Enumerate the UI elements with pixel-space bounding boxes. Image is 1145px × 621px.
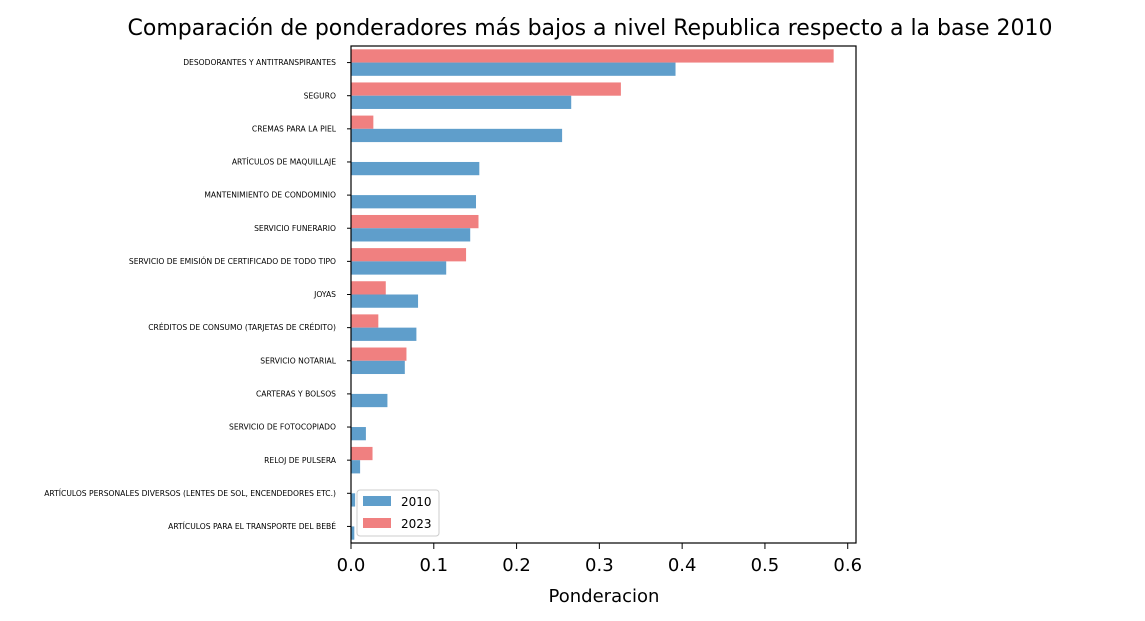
y-tick-label: ARTÍCULOS PERSONALES DIVERSOS (LENTES DE… [44,489,336,498]
bar-2010 [351,195,477,209]
y-tick-labels: DESODORANTES Y ANTITRANSPIRANTES SEGURO CR… [44,58,351,531]
bar-2010 [351,261,447,275]
x-tick-labels: 0.0 0.1 0.2 0.3 0.4 0.5 0.6 [337,543,862,576]
legend: 2010 2023 [356,489,440,537]
bar-2023 [351,347,407,361]
bar-2010 [351,95,572,109]
bar-2023 [351,214,479,229]
bar-2010 [351,327,417,341]
plot-frame [350,45,857,544]
y-tick-label: ARTÍCULOS DE MAQUILLAJE [232,158,336,167]
y-tick-label: CRÉDITOS DE CONSUMO (TARJETAS DE CRÉDITO… [148,323,336,332]
x-tick-label: 0.5 [751,555,780,576]
x-tick-label: 0.2 [502,555,531,576]
y-tick-label: MANTENIMIENTO DE CONDOMINIO [204,191,336,200]
chart-title: Comparación de ponderadores más bajos a … [128,16,1053,41]
bar-2010 [351,62,676,76]
x-tick-label: 0.3 [585,555,614,576]
bars-group [351,49,834,540]
bar-2023 [351,248,467,262]
bar-2010 [351,393,388,408]
bar-2023 [351,49,834,63]
y-tick-label: SERVICIO NOTARIAL [260,356,336,365]
x-tick-label: 0.6 [833,555,862,576]
y-tick-label: SERVICIO DE FOTOCOPIADO [229,423,336,432]
bar-2023 [351,115,374,129]
bar-2010 [351,294,419,308]
x-tick-label: 0.4 [668,555,697,576]
bar-2023 [351,446,373,461]
bar-2010 [351,460,361,474]
bar-2010 [351,228,471,242]
bar-2023 [351,281,386,295]
x-tick-label: 0.0 [337,555,366,576]
bar-2010 [351,526,355,540]
x-tick-label: 0.1 [419,555,448,576]
bar-2010 [351,161,480,176]
bar-2010 [351,360,405,375]
bar-2023 [351,314,379,328]
y-tick-label: CARTERAS Y BOLSOS [256,390,336,399]
y-tick-label: JOYAS [313,290,336,299]
bar-2010 [351,493,356,507]
y-tick-label: SERVICIO DE EMISIÓN DE CERTIFICADO DE TO… [129,257,336,266]
y-tick-label: SERVICIO FUNERARIO [254,224,336,233]
legend-swatch-2010 [363,496,391,506]
y-tick-label: RELOJ DE PULSERA [264,456,337,465]
x-axis-label: Ponderacion [549,586,660,607]
y-tick-label: CREMAS PARA LA PIEL [252,124,337,133]
bar-2023 [351,82,621,96]
legend-label-2010: 2010 [401,495,432,509]
bar-2010 [351,128,563,143]
legend-swatch-2023 [363,518,391,528]
bar-2010 [351,427,366,441]
legend-label-2023: 2023 [401,517,432,531]
y-tick-label: SEGURO [304,91,336,100]
y-tick-label: DESODORANTES Y ANTITRANSPIRANTES [183,58,336,67]
y-tick-label: ARTÍCULOS PARA EL TRANSPORTE DEL BEBÉ [168,522,336,531]
